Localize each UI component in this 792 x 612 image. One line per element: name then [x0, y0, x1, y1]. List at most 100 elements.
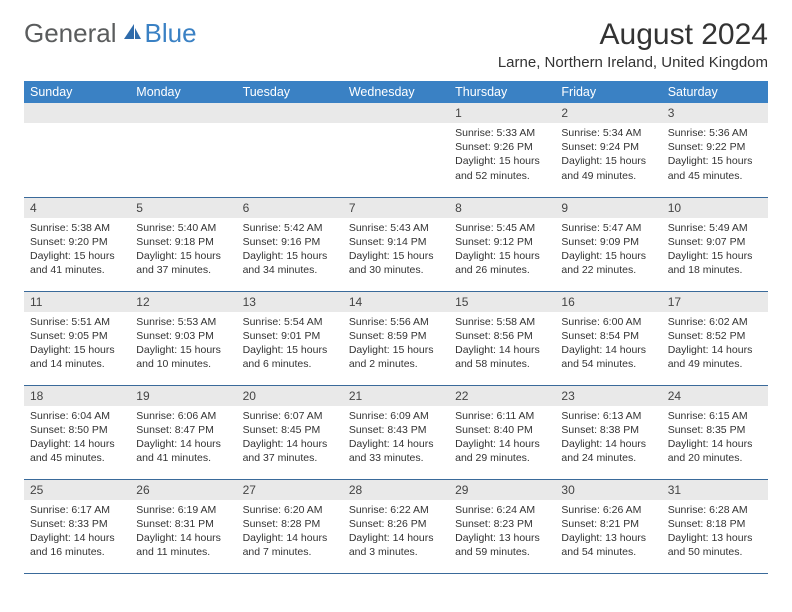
day-details: Sunrise: 6:13 AMSunset: 8:38 PMDaylight:… — [555, 406, 661, 470]
daylight-text: Daylight: 15 hours and 52 minutes. — [455, 154, 549, 182]
daylight-text: Daylight: 15 hours and 22 minutes. — [561, 249, 655, 277]
calendar-day-cell: 21Sunrise: 6:09 AMSunset: 8:43 PMDayligh… — [343, 385, 449, 479]
sunset-text: Sunset: 9:09 PM — [561, 235, 655, 249]
sunset-text: Sunset: 8:35 PM — [668, 423, 762, 437]
day-details: Sunrise: 6:28 AMSunset: 8:18 PMDaylight:… — [662, 500, 768, 564]
calendar-day-cell: 31Sunrise: 6:28 AMSunset: 8:18 PMDayligh… — [662, 479, 768, 573]
day-number: 8 — [449, 198, 555, 218]
col-tuesday: Tuesday — [237, 81, 343, 103]
sunrise-text: Sunrise: 6:26 AM — [561, 503, 655, 517]
sunset-text: Sunset: 8:54 PM — [561, 329, 655, 343]
sunrise-text: Sunrise: 6:04 AM — [30, 409, 124, 423]
sunset-text: Sunset: 8:26 PM — [349, 517, 443, 531]
sunset-text: Sunset: 9:26 PM — [455, 140, 549, 154]
day-number: 15 — [449, 292, 555, 312]
day-number: 4 — [24, 198, 130, 218]
day-details: Sunrise: 6:02 AMSunset: 8:52 PMDaylight:… — [662, 312, 768, 376]
sunrise-text: Sunrise: 6:06 AM — [136, 409, 230, 423]
sunset-text: Sunset: 8:59 PM — [349, 329, 443, 343]
daylight-text: Daylight: 15 hours and 14 minutes. — [30, 343, 124, 371]
daylight-text: Daylight: 14 hours and 11 minutes. — [136, 531, 230, 559]
day-number: 18 — [24, 386, 130, 406]
calendar-table: Sunday Monday Tuesday Wednesday Thursday… — [24, 81, 768, 574]
location-text: Larne, Northern Ireland, United Kingdom — [498, 54, 768, 71]
calendar-week-row: 18 Sunrise: 6:04 AMSunset: 8:50 PM Dayligh… — [24, 385, 768, 479]
sunset-text: Sunset: 8:47 PM — [136, 423, 230, 437]
day-details: Sunrise: 6:11 AMSunset: 8:40 PMDaylight:… — [449, 406, 555, 470]
calendar-day-cell: 6Sunrise: 5:42 AMSunset: 9:16 PMDaylight… — [237, 197, 343, 291]
sunset-text: Sunset: 9:14 PM — [349, 235, 443, 249]
calendar-day-cell: 12Sunrise: 5:53 AMSunset: 9:03 PMDayligh… — [130, 291, 236, 385]
calendar-day-cell: 5Sunrise: 5:40 AMSunset: 9:18 PMDaylight… — [130, 197, 236, 291]
sunrise-text: Sunrise: 6:22 AM — [349, 503, 443, 517]
day-details: Sunrise: 5:40 AMSunset: 9:18 PMDaylight:… — [130, 218, 236, 282]
sunrise-text: Sunrise: 5:38 AM — [30, 221, 124, 235]
day-details: Sunrise: 5:34 AMSunset: 9:24 PMDaylight:… — [555, 123, 661, 187]
col-monday: Monday — [130, 81, 236, 103]
col-friday: Friday — [555, 81, 661, 103]
daylight-text: Daylight: 14 hours and 41 minutes. — [136, 437, 230, 465]
day-number — [237, 103, 343, 123]
sunrise-text: Sunrise: 6:20 AM — [243, 503, 337, 517]
sunrise-text: Sunrise: 5:54 AM — [243, 315, 337, 329]
sunset-text: Sunset: 9:16 PM — [243, 235, 337, 249]
logo-text-blue: Blue — [145, 18, 197, 49]
day-details: Sunrise: 6:07 AMSunset: 8:45 PMDaylight:… — [237, 406, 343, 470]
day-number: 13 — [237, 292, 343, 312]
sunset-text: Sunset: 8:18 PM — [668, 517, 762, 531]
day-number: 2 — [555, 103, 661, 123]
sunrise-text: Sunrise: 6:00 AM — [561, 315, 655, 329]
sunrise-text: Sunrise: 5:40 AM — [136, 221, 230, 235]
calendar-day-cell: 26Sunrise: 6:19 AMSunset: 8:31 PMDayligh… — [130, 479, 236, 573]
sunrise-text: Sunrise: 6:07 AM — [243, 409, 337, 423]
day-number: 3 — [662, 103, 768, 123]
sunrise-text: Sunrise: 5:42 AM — [243, 221, 337, 235]
day-number — [24, 103, 130, 123]
sunrise-text: Sunrise: 5:36 AM — [668, 126, 762, 140]
calendar-day-cell: 9Sunrise: 5:47 AMSunset: 9:09 PMDaylight… — [555, 197, 661, 291]
sunrise-text: Sunrise: 6:15 AM — [668, 409, 762, 423]
day-number: 7 — [343, 198, 449, 218]
calendar-day-cell: 17Sunrise: 6:02 AMSunset: 8:52 PMDayligh… — [662, 291, 768, 385]
calendar-week-row: 11Sunrise: 5:51 AMSunset: 9:05 PMDayligh… — [24, 291, 768, 385]
sunset-text: Sunset: 8:56 PM — [455, 329, 549, 343]
calendar-day-cell — [237, 103, 343, 197]
daylight-text: Daylight: 14 hours and 49 minutes. — [668, 343, 762, 371]
day-number: 12 — [130, 292, 236, 312]
daylight-text: Daylight: 15 hours and 37 minutes. — [136, 249, 230, 277]
calendar-day-cell: 3Sunrise: 5:36 AMSunset: 9:22 PMDaylight… — [662, 103, 768, 197]
calendar-day-cell: 18Sunrise: 6:04 AMSunset: 8:50 PMDayligh… — [24, 385, 130, 479]
sunset-text: Sunset: 8:28 PM — [243, 517, 337, 531]
day-number: 28 — [343, 480, 449, 500]
sunrise-text: Sunrise: 6:02 AM — [668, 315, 762, 329]
sunrise-text: Sunrise: 6:24 AM — [455, 503, 549, 517]
sunset-text: Sunset: 8:43 PM — [349, 423, 443, 437]
calendar-day-cell: 7Sunrise: 5:43 AMSunset: 9:14 PMDaylight… — [343, 197, 449, 291]
day-details: Sunrise: 6:24 AMSunset: 8:23 PMDaylight:… — [449, 500, 555, 564]
day-details: Sunrise: 6:26 AMSunset: 8:21 PMDaylight:… — [555, 500, 661, 564]
day-details: Sunrise: 5:54 AMSunset: 9:01 PMDaylight:… — [237, 312, 343, 376]
day-number: 31 — [662, 480, 768, 500]
day-details: Sunrise: 6:06 AMSunset: 8:47 PMDaylight:… — [130, 406, 236, 470]
calendar-day-cell: 27Sunrise: 6:20 AMSunset: 8:28 PMDayligh… — [237, 479, 343, 573]
day-number: 19 — [130, 386, 236, 406]
day-number: 14 — [343, 292, 449, 312]
day-number: 6 — [237, 198, 343, 218]
day-details: Sunrise: 6:20 AMSunset: 8:28 PMDaylight:… — [237, 500, 343, 564]
sunset-text: Sunset: 8:23 PM — [455, 517, 549, 531]
daylight-text: Daylight: 15 hours and 6 minutes. — [243, 343, 337, 371]
day-details: Sunrise: 5:45 AMSunset: 9:12 PMDaylight:… — [449, 218, 555, 282]
sunset-text: Sunset: 8:50 PM — [30, 423, 124, 437]
col-saturday: Saturday — [662, 81, 768, 103]
calendar-body: 1Sunrise: 5:33 AMSunset: 9:26 PMDaylight… — [24, 103, 768, 573]
daylight-text: Daylight: 14 hours and 20 minutes. — [668, 437, 762, 465]
daylight-text: Daylight: 15 hours and 41 minutes. — [30, 249, 124, 277]
calendar-day-cell: 28Sunrise: 6:22 AMSunset: 8:26 PMDayligh… — [343, 479, 449, 573]
daylight-text: Daylight: 15 hours and 10 minutes. — [136, 343, 230, 371]
day-details: Sunrise: 5:43 AMSunset: 9:14 PMDaylight:… — [343, 218, 449, 282]
calendar-header-row: Sunday Monday Tuesday Wednesday Thursday… — [24, 81, 768, 103]
sunset-text: Sunset: 8:38 PM — [561, 423, 655, 437]
sunset-text: Sunset: 9:03 PM — [136, 329, 230, 343]
logo-text-general: General — [24, 18, 117, 49]
day-details: Sunrise: 5:58 AMSunset: 8:56 PMDaylight:… — [449, 312, 555, 376]
